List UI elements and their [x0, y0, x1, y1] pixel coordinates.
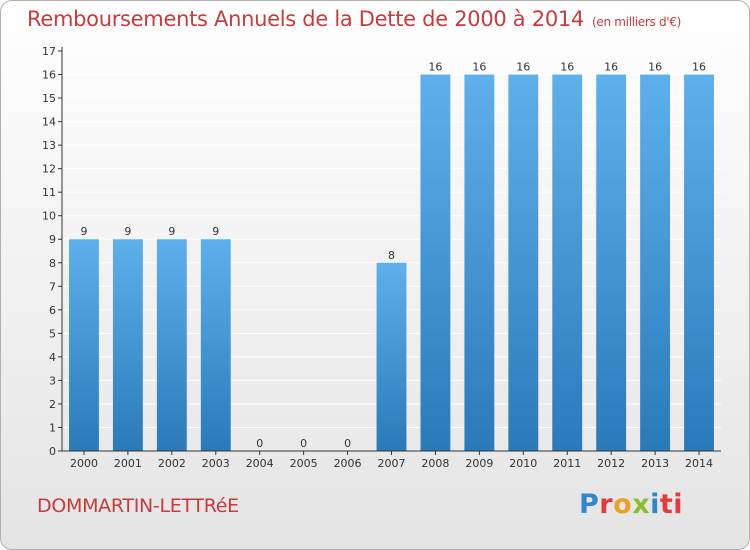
bar: [596, 74, 627, 451]
x-tick-label: 2004: [246, 457, 274, 470]
bar: [508, 74, 539, 451]
data-label: 16: [648, 61, 662, 74]
data-label: 16: [560, 61, 574, 74]
data-labels: 9 9 9 9 0 0 0 8 16 16 16 16 16 16 16: [80, 61, 706, 450]
bar: [112, 239, 143, 451]
y-tick-label: 16: [42, 69, 56, 82]
logo-letter: r: [599, 489, 614, 520]
data-label: 0: [300, 437, 307, 450]
logo-letter: ti: [659, 489, 684, 520]
y-tick-label: 3: [49, 374, 56, 387]
x-tick-label: 2003: [202, 457, 230, 470]
data-label: 0: [344, 437, 351, 450]
y-tick-label: 14: [42, 116, 56, 129]
x-tick-label: 2008: [421, 457, 449, 470]
commune-name: DOMMARTIN-LETTRéE: [37, 495, 239, 517]
data-label: 8: [388, 249, 395, 262]
bar: [69, 239, 99, 451]
data-label: 0: [256, 437, 263, 450]
x-tick-label: 2011: [553, 457, 581, 470]
y-tick-label: 0: [49, 445, 56, 458]
x-tick-label: 2010: [509, 457, 537, 470]
bar: [156, 239, 187, 451]
chart-title-text: Remboursements Annuels de la Dette de 20…: [27, 7, 584, 31]
data-label: 9: [80, 225, 87, 238]
y-tick-label: 13: [42, 139, 56, 152]
data-label: 16: [428, 61, 442, 74]
y-tick-label: 6: [49, 304, 56, 317]
y-tick-label: 15: [42, 92, 56, 105]
x-tick-label: 2007: [378, 457, 406, 470]
x-tick-label: 2009: [465, 457, 493, 470]
x-tick-label: 2002: [158, 457, 186, 470]
data-label: 16: [516, 61, 530, 74]
y-tick-label: 12: [42, 163, 56, 176]
y-tick-label: 7: [49, 280, 56, 293]
y-tick-label: 10: [42, 210, 56, 223]
proxiti-logo[interactable]: Proxiti: [579, 489, 683, 520]
y-tick-label: 17: [42, 45, 56, 58]
bar: [376, 262, 407, 451]
bar: [552, 74, 583, 451]
bar: [640, 74, 671, 451]
x-tick-label: 2014: [685, 457, 713, 470]
data-label: 9: [212, 225, 219, 238]
x-tick-label: 2012: [597, 457, 625, 470]
y-tick-label: 9: [49, 233, 56, 246]
bar: [420, 74, 451, 451]
data-label: 9: [168, 225, 175, 238]
x-tick-label: 2013: [641, 457, 669, 470]
logo-letter: P: [579, 489, 600, 520]
data-label: 16: [604, 61, 618, 74]
x-tick-label: 2000: [70, 457, 98, 470]
y-tick-label: 1: [49, 421, 56, 434]
chart-title: Remboursements Annuels de la Dette de 20…: [27, 7, 681, 31]
data-label: 9: [124, 225, 131, 238]
bar: [684, 74, 714, 451]
x-tick-label: 2006: [334, 457, 362, 470]
chart-unit: (en milliers d'€): [592, 15, 682, 29]
logo-letter: o: [613, 489, 633, 520]
y-tick-label: 8: [49, 257, 56, 270]
y-tick-label: 11: [42, 186, 56, 199]
bar: [464, 74, 495, 451]
x-tick-label: 2005: [290, 457, 318, 470]
y-tick-label: 4: [49, 351, 56, 364]
data-label: 16: [692, 61, 706, 74]
x-tick-label: 2001: [114, 457, 142, 470]
data-label: 16: [472, 61, 486, 74]
y-tick-label: 2: [49, 398, 56, 411]
logo-letter: x: [632, 489, 651, 520]
y-tick-label: 5: [49, 327, 56, 340]
logo-letter: i: [650, 489, 660, 520]
bar: [200, 239, 231, 451]
bars: [69, 74, 714, 451]
